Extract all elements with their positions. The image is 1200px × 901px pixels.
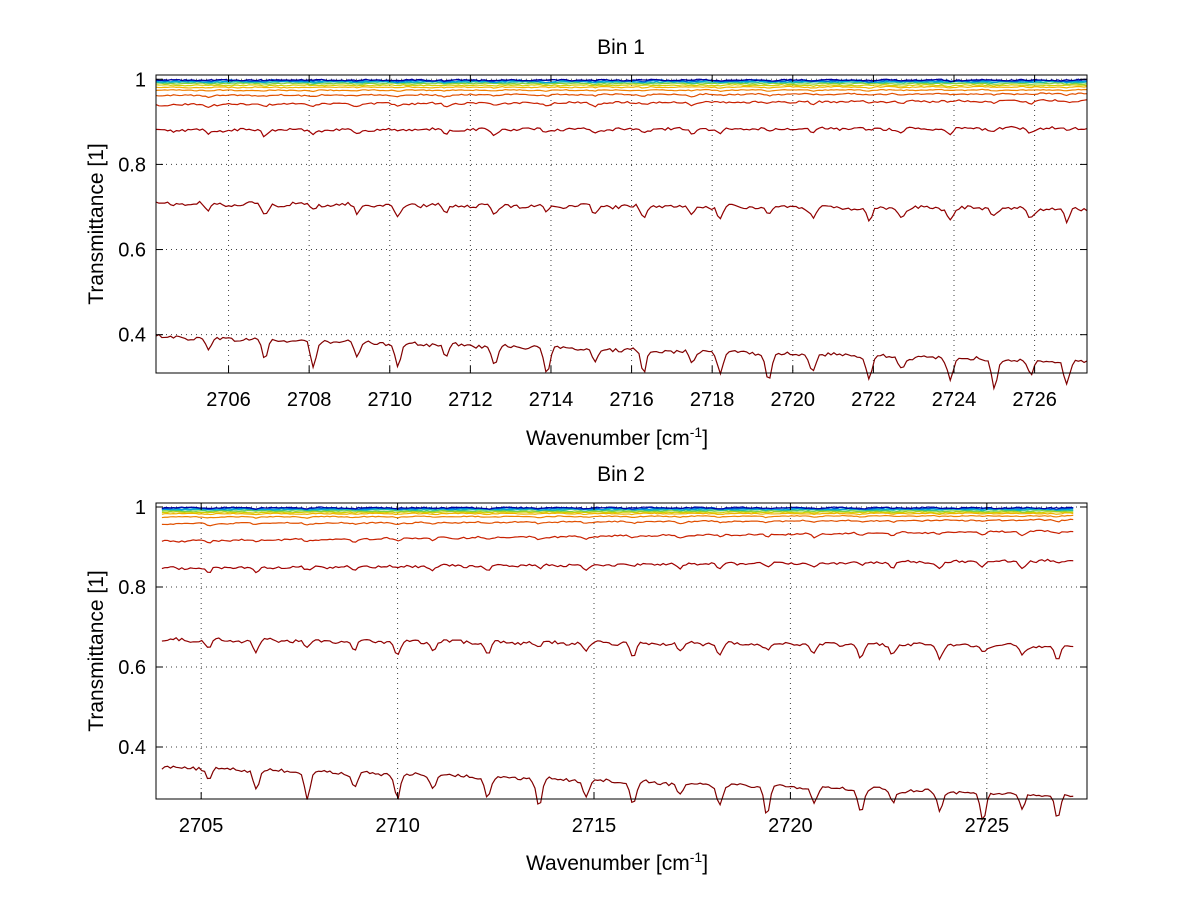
axes-box xyxy=(155,502,1088,800)
y-tick-label: 0.8 xyxy=(118,154,146,176)
series-line-s12 xyxy=(161,636,1074,661)
x-axis-label-main: Wavenumber [cm xyxy=(526,852,690,875)
series-line-s1 xyxy=(161,506,1074,510)
y-tick-label: 0.4 xyxy=(118,737,146,759)
series-line-s4 xyxy=(155,80,1088,84)
series-line-s3 xyxy=(161,507,1074,511)
x-tick-label: 2722 xyxy=(851,389,896,411)
series-line-s8 xyxy=(161,514,1074,519)
x-tick-label: 2710 xyxy=(375,815,420,837)
y-tick-label: 0.4 xyxy=(118,325,146,347)
grid xyxy=(156,503,1087,799)
series-line-s5 xyxy=(161,509,1074,513)
series-line-s8 xyxy=(155,88,1088,93)
x-axis-label: Wavenumber [cm-1] xyxy=(526,849,708,875)
x-tick-label: 2724 xyxy=(932,389,977,411)
y-tick-label: 1 xyxy=(135,69,146,91)
ticks: 2706 2708 2710 2712 2714 2716 2718 2720 2722 2724… xyxy=(118,69,1087,411)
x-tick-label: 2706 xyxy=(206,389,251,411)
series-line-s13 xyxy=(161,765,1074,821)
y-axis-label: Transmittance [1] xyxy=(85,570,108,731)
x-tick-label: 2714 xyxy=(529,389,574,411)
y-tick-label: 0.6 xyxy=(118,240,146,262)
y-tick-label: 0.6 xyxy=(118,657,146,679)
ticks: 2705 2710 2715 2720 2725 0.4 0.6 0.8 1 xyxy=(118,497,1087,837)
series-line-s6 xyxy=(155,83,1088,88)
series-line-s6 xyxy=(161,510,1074,514)
y-tick-label: 1 xyxy=(135,497,146,519)
x-tick-label: 2726 xyxy=(1012,389,1057,411)
x-tick-label: 2720 xyxy=(768,815,813,837)
x-tick-label: 2712 xyxy=(448,389,493,411)
series-line-s11 xyxy=(155,125,1088,138)
x-tick-label: 2716 xyxy=(609,389,654,411)
chart-title: Bin 2 xyxy=(597,463,645,486)
x-tick-label: 2710 xyxy=(368,389,413,411)
series-line-s9 xyxy=(155,92,1088,99)
series-line-s11 xyxy=(161,558,1074,574)
x-tick-label: 2708 xyxy=(287,389,332,411)
x-axis-label-close: ] xyxy=(702,852,708,875)
series-line-s12 xyxy=(155,200,1088,225)
chart-panel-bin-1: Bin 1 2706 2708 2710 2712 2714 2716 2718 2720 27… xyxy=(85,36,1088,450)
series-line-s13 xyxy=(155,333,1088,391)
series-group xyxy=(155,78,1088,391)
x-tick-label: 2720 xyxy=(771,389,816,411)
series-line-s10 xyxy=(161,529,1074,544)
series-line-s9 xyxy=(161,518,1074,527)
x-tick-label: 2715 xyxy=(572,815,617,837)
y-axis-label: Transmittance [1] xyxy=(85,143,108,304)
x-tick-label: 2705 xyxy=(179,815,224,837)
series-line-s1 xyxy=(155,78,1088,83)
series-group xyxy=(161,506,1074,821)
series-line-s7 xyxy=(155,85,1088,89)
x-axis-label-superscript: -1 xyxy=(690,849,703,865)
x-tick-label: 2718 xyxy=(690,389,735,411)
x-axis-label-superscript: -1 xyxy=(690,424,703,440)
chart-title: Bin 1 xyxy=(597,36,645,59)
series-line-s5 xyxy=(155,82,1088,86)
series-line-s7 xyxy=(161,512,1074,516)
series-line-s10 xyxy=(155,99,1088,109)
x-axis-label-main: Wavenumber [cm xyxy=(526,427,690,450)
chart-panel-bin-2: Bin 2 2705 2710 2715 2720 2725 0.4 0.6 0.8 1 Wav… xyxy=(85,463,1088,875)
x-axis-label: Wavenumber [cm-1] xyxy=(526,424,708,450)
y-tick-label: 0.8 xyxy=(118,577,146,599)
x-tick-label: 2725 xyxy=(965,815,1010,837)
x-axis-label-close: ] xyxy=(702,427,708,450)
axes-box xyxy=(155,74,1088,374)
